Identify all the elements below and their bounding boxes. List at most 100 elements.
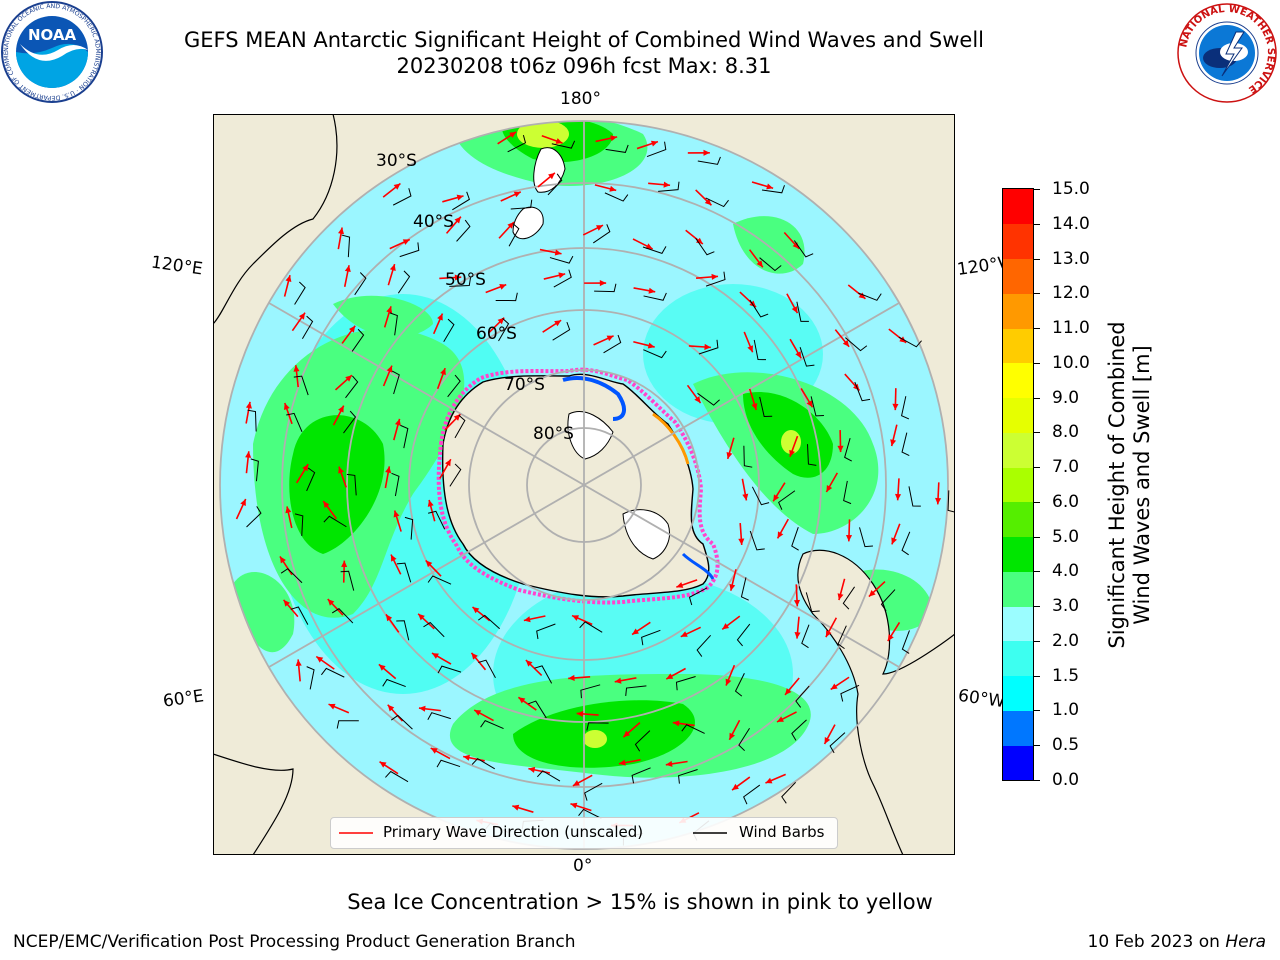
colorbar-tick-label: 8.0 — [1052, 422, 1080, 443]
lon-label-120e: 120°E — [149, 252, 204, 280]
lat-label-80s: 80°S — [533, 424, 574, 444]
wind-barb — [343, 410, 357, 434]
wind-barb — [743, 784, 761, 805]
wind-barb — [397, 270, 411, 294]
colorbar-tick — [1033, 675, 1040, 677]
wave-arrow-head — [379, 761, 387, 768]
wind-barb — [547, 173, 563, 196]
colorbar-tick — [1033, 571, 1040, 573]
colorbar-tick — [1033, 745, 1040, 747]
colorbar-label: Significant Height of Combined Wind Wave… — [1105, 321, 1154, 649]
graticule — [219, 120, 949, 850]
wind-barb — [478, 614, 501, 630]
wave-arrow-head — [726, 451, 733, 459]
wind-barb — [592, 224, 611, 244]
wind-barb — [536, 770, 561, 782]
wave-arrow-head — [826, 485, 833, 493]
wind-barb — [246, 506, 262, 528]
wind-barb — [749, 530, 765, 551]
wind-barb — [646, 141, 667, 158]
wave-arrow-head — [525, 660, 533, 667]
wind-barb — [643, 292, 667, 301]
wave-arrow-head — [425, 560, 433, 568]
wind-barb — [400, 424, 409, 449]
wind-barb — [947, 490, 955, 513]
wave-arrow-head — [837, 593, 844, 601]
colorbar-tick-label: 9.0 — [1052, 387, 1080, 408]
wind-barb — [795, 685, 810, 708]
wave-arrow-head — [890, 439, 897, 447]
wave-arrow-head — [766, 183, 774, 190]
wind-barb — [695, 237, 715, 256]
wind-barb — [323, 515, 347, 528]
wave-arrow-head — [776, 716, 784, 722]
wave-arrow-head — [338, 227, 345, 235]
wave-arrow-head — [747, 345, 754, 353]
wind-barb — [346, 473, 357, 496]
wave-arrow-head — [497, 317, 505, 325]
wave-arrow-head — [572, 780, 580, 786]
wind-barb — [604, 192, 629, 202]
wave-arrow-head — [283, 599, 290, 607]
wave-arrow-head — [427, 499, 434, 507]
chart-title: GEFS MEAN Antarctic Significant Height o… — [183, 28, 985, 52]
wave-arrow-head — [570, 802, 578, 809]
colorbar-segment — [1003, 640, 1033, 677]
wind-barb — [643, 349, 667, 359]
colorbar-tick-label: 15.0 — [1052, 179, 1090, 199]
colorbar-tick-label: 11.0 — [1052, 318, 1090, 339]
wave-arrow-head — [599, 280, 607, 287]
colorbar-segment — [1003, 328, 1033, 364]
wind-barb — [247, 409, 257, 432]
wave-arrow-head — [609, 185, 617, 192]
wave-arrow-head — [507, 222, 514, 229]
wave-arrow-head — [773, 494, 780, 502]
wind-barb — [452, 191, 470, 211]
wind-barb — [807, 444, 817, 466]
wind-barb — [549, 255, 574, 264]
wind-barb — [341, 234, 351, 258]
wave-arrow-head — [558, 272, 566, 279]
colorbar-segment — [1003, 501, 1033, 538]
wind-barb — [553, 269, 572, 288]
wind-barb — [829, 732, 846, 754]
wind-barb — [675, 676, 696, 691]
wind-barb — [603, 334, 622, 354]
wave-arrow-head — [512, 804, 520, 811]
wind-barb — [908, 486, 921, 507]
wave-arrow-head — [471, 652, 478, 660]
wave-arrow-head — [393, 510, 400, 518]
wind-barb — [345, 375, 359, 399]
wave-arrow-head — [665, 760, 673, 767]
wave-arrow-head — [454, 216, 461, 224]
wind-barb — [404, 516, 414, 540]
wind-barb — [507, 134, 527, 153]
wind-barb — [436, 759, 461, 768]
wind-barb — [392, 188, 412, 206]
wave-arrow-head — [742, 493, 749, 501]
lat-label-50s: 50°S — [445, 270, 486, 290]
wind-barb — [778, 490, 796, 510]
wave-arrow-head — [338, 405, 344, 413]
nws-logo: NATIONAL WEATHER SERVICE — [1176, 2, 1278, 108]
wind-barb — [781, 781, 797, 804]
wave-arrow-head — [513, 191, 521, 198]
wave-arrow-head — [672, 720, 680, 727]
colorbar-tick — [1033, 640, 1040, 642]
wind-barb — [844, 437, 852, 462]
wind-barb — [290, 606, 309, 625]
wind-barb — [594, 283, 617, 293]
sea-ice-footnote: Sea Ice Concentration > 15% is shown in … — [347, 890, 933, 914]
wind-barb — [854, 381, 871, 402]
wind-barb — [293, 375, 309, 396]
wind-barb — [586, 722, 609, 731]
wind-barb — [391, 714, 413, 730]
lon-label-180: 180° — [560, 89, 601, 109]
wave-arrow-head — [632, 628, 640, 635]
colorbar-tick — [1033, 432, 1040, 434]
wave-arrow-head — [279, 556, 286, 564]
wind-barb — [551, 140, 576, 149]
wind-barb — [698, 339, 719, 355]
colorbar-segment — [1003, 293, 1033, 329]
wind-barb — [391, 472, 400, 497]
